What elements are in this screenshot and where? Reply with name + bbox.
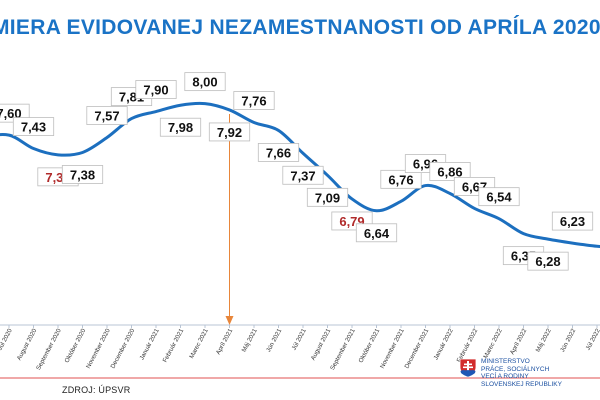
data-label-box [61,165,104,184]
source-note: ZDROJ: ÚPSVR [62,385,131,395]
logo-line: MINISTERSTVO [481,358,530,365]
data-label: 7,43 [21,120,46,135]
x-tick-label: November 2020 [85,327,112,370]
data-label: 7,09 [315,190,340,205]
data-label: 7,38 [70,167,95,182]
data-label: 6,86 [437,164,462,179]
data-label-box [159,117,202,137]
data-label: 6,54 [486,190,512,205]
x-tick-label: Apríl 2022 [509,327,529,356]
data-label-box [135,80,177,99]
data-label-box [429,162,471,181]
data-label: 7,76 [241,94,266,109]
data-label: 7,66 [266,145,291,160]
logo-line: SLOVENSKEJ REPUBLIKY [481,380,562,388]
data-label-box [551,211,594,231]
data-label-box [306,187,349,207]
x-tick-label: Jún 2022 [559,327,577,353]
x-tick-label: Január 2022 [432,327,455,361]
coat-of-arms-icon [459,358,477,378]
x-tick-label: Február 2021 [162,327,186,364]
reference-arrow-head [225,316,234,325]
data-label: 8,00 [192,75,217,90]
x-tick-label: Október 2020 [63,327,87,364]
data-label-box [208,122,251,142]
x-tick-label: September 2020 [35,327,63,371]
x-tick-label: Júl 2021 [291,327,308,351]
logo-line: PRÁCE, SOCIÁLNYCH [481,365,550,373]
ministry-logo: MINISTERSTVO PRÁCE, SOCIÁLNYCH VECÍ A RO… [459,356,600,400]
logo-text: MINISTERSTVO PRÁCE, SOCIÁLNYCH VECÍ A RO… [481,358,562,388]
series-line [0,101,600,249]
x-tick-label: September 2021 [329,327,357,371]
data-label-box [233,91,275,110]
data-label: 7,98 [168,120,193,135]
logo-line: VECÍ A RODINY [481,373,529,381]
data-label: 6,64 [364,226,390,241]
x-tick-label: Máj 2021 [241,327,259,353]
data-label: 6,23 [560,214,585,229]
chart-title: MIERA EVIDOVANEJ NEZAMESTNANOSTI OD APRÍ… [0,16,600,39]
x-tick-label: Január 2021 [138,327,161,361]
data-label-box [282,165,324,185]
x-tick-label: Apríl 2021 [215,327,235,356]
data-label: 7,92 [217,125,242,140]
x-tick-label: Október 2021 [357,327,381,364]
data-label-box [184,72,226,92]
x-tick-label: Júl 2020 [0,327,14,351]
data-label-box [527,251,569,271]
x-tick-label: Júl 2022 [585,327,600,351]
data-label-box [380,169,422,189]
x-tick-label: December 2020 [109,327,136,370]
data-label-box [257,143,300,162]
data-label-box [86,106,128,125]
x-tick-label: Máj 2022 [535,327,553,353]
x-tick-label: Marec 2022 [482,327,504,360]
x-tick-label: August 2021 [310,327,333,361]
data-label-box [478,187,520,207]
data-label-box [355,223,398,243]
x-tick-label: August 2020 [16,327,39,361]
x-tick-label: December 2021 [403,327,430,370]
data-label: 6,76 [388,172,413,187]
data-label: 6,28 [535,254,560,269]
data-label: 7,90 [143,83,168,98]
data-label: 7,57 [94,109,119,124]
data-label-box [12,117,55,136]
x-tick-label: Marec 2021 [188,327,210,360]
x-tick-label: November 2021 [379,327,406,370]
x-tick-label: Jún 2021 [265,327,283,353]
data-label: 7,37 [290,168,315,183]
